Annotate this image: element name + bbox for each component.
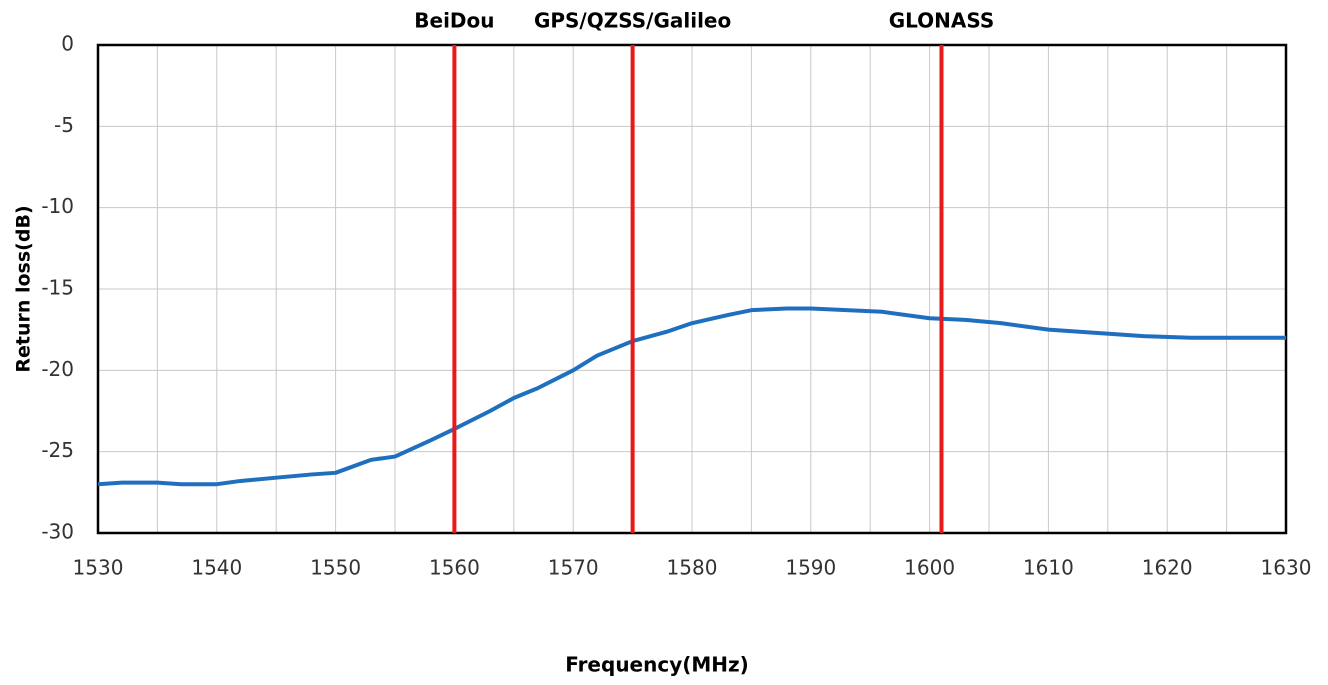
x-tick-label: 1590 [785,556,836,580]
x-tick-label: 1560 [429,556,480,580]
y-tick-label: -30 [41,520,74,544]
band-label: GPS/QZSS/Galileo [534,9,731,33]
band-label: GLONASS [889,9,995,33]
x-axis-label: Frequency(MHz) [565,653,749,677]
x-tick-label: 1620 [1142,556,1193,580]
x-tick-label: 1550 [310,556,361,580]
y-tick-label: -25 [41,438,74,462]
band-label: BeiDou [414,9,494,33]
x-tick-label: 1570 [548,556,599,580]
x-tick-label: 1530 [73,556,124,580]
y-tick-label: -15 [41,276,74,300]
data-line [97,306,1286,487]
y-tick-label: -5 [54,113,74,137]
x-tick-label: 1610 [1023,556,1074,580]
y-tick-label: 0 [61,32,74,56]
y-tick-label: -10 [41,194,74,218]
y-axis-label: Return loss(dB) [13,205,35,372]
y-tick-label: -20 [41,357,74,381]
plot-frame [96,43,1288,535]
x-tick-label: 1630 [1261,556,1312,580]
x-tick-label: 1580 [667,556,718,580]
x-tick-label: 1600 [904,556,955,580]
x-tick-label: 1540 [191,556,242,580]
